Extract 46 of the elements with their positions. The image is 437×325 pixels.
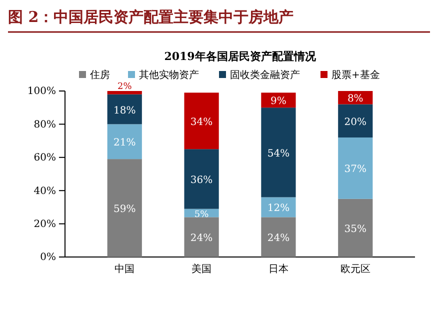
data-label: 9% <box>270 96 286 108</box>
bar <box>338 198 373 257</box>
y-tick-label: 60% <box>34 152 56 164</box>
data-label: 54% <box>267 148 290 160</box>
data-label: 37% <box>344 164 366 176</box>
bar <box>261 108 296 198</box>
y-tick-label: 0% <box>40 252 56 264</box>
chart-title: 图 2：中国居民资产配置主要集中于房地产 <box>8 8 294 26</box>
data-label: 34% <box>190 116 213 128</box>
data-label: 24% <box>190 233 213 244</box>
bar <box>184 217 219 257</box>
bar <box>107 159 142 257</box>
x-tick-label: 中国 <box>114 263 135 275</box>
legend-label: 固收类金融资产 <box>230 69 300 81</box>
bar <box>184 149 219 209</box>
data-label: 2% <box>117 82 132 92</box>
bar <box>107 124 142 160</box>
bar <box>184 92 219 150</box>
bar <box>261 217 296 257</box>
data-label: 12% <box>267 203 290 214</box>
bar <box>261 92 296 108</box>
y-tick-label: 80% <box>34 119 56 130</box>
bar <box>261 197 296 218</box>
data-label: 59% <box>114 204 136 216</box>
data-label: 24% <box>267 233 290 244</box>
x-tick-label: 美国 <box>192 263 212 275</box>
y-tick-label: 40% <box>34 186 56 197</box>
legend-label: 其他实物资产 <box>139 69 199 81</box>
legend-label: 股票+基金 <box>332 69 380 81</box>
data-label: 18% <box>114 105 136 116</box>
y-tick-label: 100% <box>27 86 56 98</box>
chart-subtitle: 2019年各国居民资产配置情况 <box>164 50 317 63</box>
data-label: 20% <box>344 116 366 128</box>
data-label: 36% <box>190 174 213 186</box>
x-tick-label: 日本 <box>268 263 288 275</box>
x-tick-label: 欧元区 <box>340 264 370 275</box>
bar <box>107 94 142 124</box>
data-label: 5% <box>194 210 210 220</box>
data-label: 21% <box>114 138 136 149</box>
bar <box>107 91 142 94</box>
bar <box>338 137 373 199</box>
data-label: 8% <box>347 94 364 105</box>
legend-label: 住房 <box>90 69 110 81</box>
bar <box>338 104 373 138</box>
data-label: 35% <box>344 224 366 235</box>
y-tick-label: 20% <box>34 219 56 230</box>
